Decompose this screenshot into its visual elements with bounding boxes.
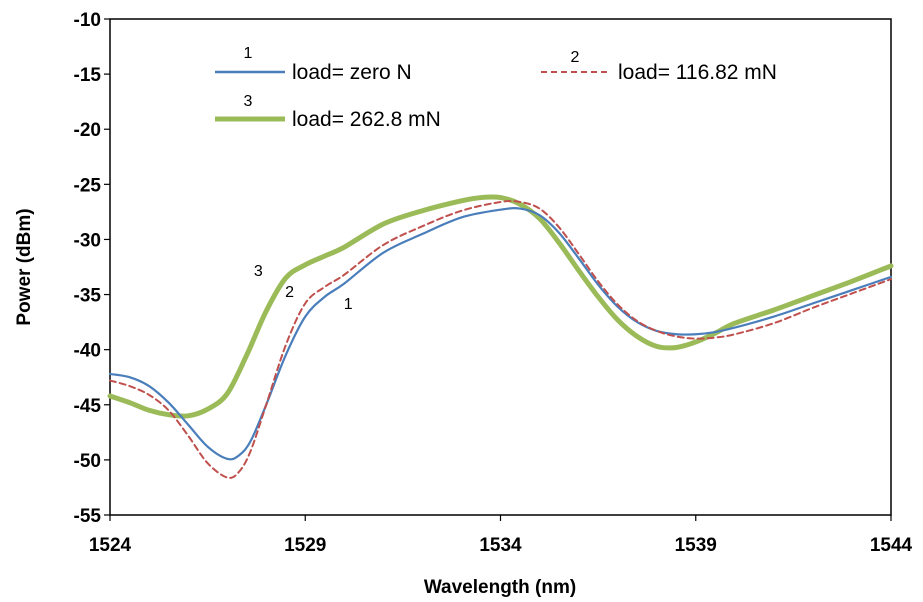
series-line-3 (107, 194, 894, 419)
x-axis-ticks: 1524 1529 1534 1539 1544 (89, 515, 913, 556)
legend-label-3: load= 262.8 mN (292, 108, 441, 131)
x-axis-title: Wavelength (nm) (424, 577, 576, 598)
curve-label-1: 1 (344, 296, 353, 313)
x-tick-label: 1539 (675, 535, 717, 556)
legend: 1 load= zero N 2 load= 116.82 mN 3 load=… (215, 45, 777, 131)
x-tick-label: 1529 (284, 535, 326, 556)
y-tick-label: -45 (74, 396, 102, 417)
y-tick-label: -30 (74, 230, 101, 251)
y-tick-label: -55 (74, 506, 102, 527)
legend-label-2: load= 116.82 mN (618, 61, 777, 84)
y-axis-ticks: -10 -15 -20 -25 -30 -35 -40 -45 -50 -55 (74, 10, 110, 527)
y-tick-label: -15 (74, 65, 102, 86)
y-tick-label: -35 (74, 286, 102, 307)
y-axis-title: Power (dBm) (14, 208, 35, 325)
x-tick-label: 1544 (870, 535, 913, 556)
legend-label-1: load= zero N (292, 61, 412, 84)
series-lines (107, 194, 894, 479)
series-line-1 (108, 207, 893, 461)
legend-item-1: 1 load= zero N (215, 45, 412, 84)
curve-label-3: 3 (254, 263, 263, 280)
x-tick-label: 1534 (479, 535, 522, 556)
legend-item-3: 3 load= 262.8 mN (215, 93, 441, 131)
legend-marker-3: 3 (244, 93, 253, 110)
y-tick-label: -25 (74, 175, 102, 196)
curve-markers: 1 2 3 (254, 263, 353, 313)
y-tick-label: -10 (74, 10, 101, 31)
series-line-2 (109, 200, 892, 479)
legend-marker-1: 1 (244, 45, 253, 62)
legend-marker-2: 2 (571, 49, 580, 66)
x-tick-label: 1524 (89, 535, 132, 556)
curve-label-2: 2 (285, 284, 294, 301)
y-tick-label: -40 (74, 341, 101, 362)
plot-area (109, 18, 892, 516)
y-tick-label: -50 (74, 451, 101, 472)
legend-item-2: 2 load= 116.82 mN (541, 49, 777, 84)
y-tick-label: -20 (74, 120, 101, 141)
